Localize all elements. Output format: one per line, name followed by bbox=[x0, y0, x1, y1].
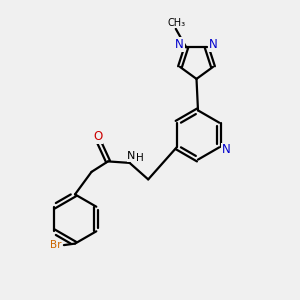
Text: N: N bbox=[209, 38, 218, 51]
Text: N: N bbox=[221, 143, 230, 156]
Text: CH₃: CH₃ bbox=[168, 18, 186, 28]
Text: H: H bbox=[136, 153, 144, 164]
Text: N: N bbox=[175, 38, 184, 51]
Text: Br: Br bbox=[50, 240, 62, 250]
Text: N: N bbox=[127, 151, 136, 161]
Text: O: O bbox=[93, 130, 102, 143]
